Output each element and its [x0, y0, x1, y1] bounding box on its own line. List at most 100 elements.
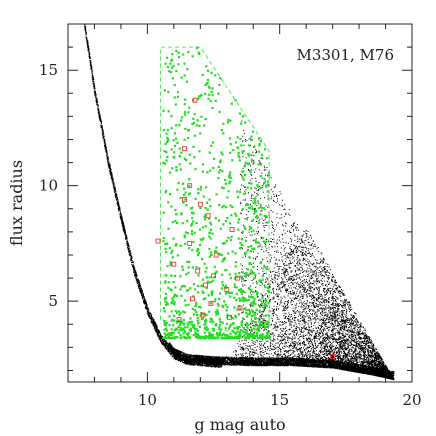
- selected-point: [183, 62, 186, 65]
- selected-point: [172, 139, 175, 142]
- selected-point: [267, 314, 270, 317]
- selected-point: [260, 156, 263, 159]
- selected-point: [165, 334, 168, 337]
- selected-point: [257, 163, 260, 166]
- selected-point: [199, 188, 202, 191]
- selected-point: [242, 296, 245, 299]
- selected-point: [164, 191, 167, 194]
- selected-point: [266, 268, 269, 271]
- selected-point: [183, 236, 186, 239]
- selected-point: [239, 241, 242, 244]
- selected-point: [240, 323, 243, 326]
- selected-point: [187, 332, 190, 335]
- selected-point: [233, 327, 236, 330]
- selected-point: [217, 337, 220, 340]
- selected-point: [238, 289, 241, 292]
- selected-point: [232, 337, 235, 340]
- selected-point: [188, 193, 191, 196]
- selected-point: [238, 159, 241, 162]
- selected-point: [178, 154, 181, 158]
- selected-point: [171, 167, 174, 170]
- selected-point: [204, 225, 207, 228]
- selected-point: [222, 122, 225, 125]
- selected-point: [235, 261, 238, 264]
- selected-point: [254, 316, 257, 319]
- selected-point: [188, 178, 191, 181]
- selected-point: [253, 302, 256, 305]
- selected-point: [209, 335, 213, 338]
- selected-point: [173, 96, 176, 99]
- selected-point: [192, 220, 195, 223]
- selected-point: [179, 196, 182, 199]
- selected-point: [165, 159, 168, 162]
- selected-point: [200, 257, 204, 261]
- selected-point: [224, 337, 227, 340]
- selected-point: [174, 244, 177, 247]
- selected-point: [238, 247, 242, 250]
- selected-point: [195, 333, 198, 336]
- selected-point: [264, 240, 268, 243]
- selected-point: [189, 329, 192, 332]
- selected-point: [179, 275, 182, 278]
- selected-point: [171, 220, 174, 224]
- selected-point: [206, 78, 209, 82]
- selected-point: [258, 320, 261, 323]
- selected-point: [194, 305, 197, 308]
- selected-point: [183, 110, 187, 114]
- selected-point: [209, 205, 212, 208]
- selected-point: [264, 215, 267, 218]
- selected-point: [196, 254, 200, 257]
- selected-point: [162, 161, 165, 164]
- selected-point: [197, 305, 200, 309]
- selected-point: [265, 304, 268, 308]
- selected-point: [212, 279, 215, 282]
- selected-point: [184, 191, 187, 194]
- selected-point: [203, 327, 206, 330]
- selected-point: [254, 303, 257, 306]
- selected-point: [211, 232, 214, 235]
- selected-point: [163, 150, 166, 153]
- selected-point: [245, 322, 248, 325]
- selected-point: [175, 169, 178, 172]
- selected-point: [210, 251, 213, 254]
- selected-point: [255, 216, 258, 219]
- selected-point: [255, 308, 258, 311]
- selected-point: [210, 144, 213, 147]
- selected-point: [249, 333, 252, 336]
- selected-point: [180, 285, 183, 288]
- selected-point: [255, 331, 259, 334]
- selected-point: [183, 187, 186, 190]
- selected-point: [229, 336, 232, 340]
- selected-point: [205, 65, 208, 68]
- selected-point: [234, 212, 237, 215]
- selected-point: [214, 217, 217, 220]
- selected-point: [229, 323, 232, 326]
- selected-point: [248, 311, 252, 314]
- selected-point: [259, 280, 262, 283]
- candidate-point: [155, 238, 161, 244]
- selected-point: [163, 310, 166, 313]
- selected-point: [229, 315, 232, 318]
- selected-point: [257, 221, 260, 224]
- selected-point: [231, 250, 234, 253]
- selected-point: [238, 299, 242, 302]
- selected-point: [217, 333, 220, 336]
- selected-point: [258, 305, 261, 308]
- selected-point: [267, 180, 270, 183]
- selected-point: [208, 235, 211, 238]
- selected-point: [166, 333, 169, 336]
- selected-point: [198, 150, 201, 153]
- selected-point: [262, 207, 266, 210]
- selected-point: [263, 177, 266, 181]
- selected-point: [176, 254, 179, 257]
- selected-point: [263, 304, 266, 307]
- selected-point: [169, 261, 172, 264]
- selected-point: [184, 242, 187, 245]
- selected-point: [188, 329, 191, 332]
- selected-point: [180, 213, 183, 216]
- selected-point: [223, 257, 227, 260]
- selected-point: [267, 301, 270, 304]
- selected-point: [243, 121, 247, 124]
- selected-point: [263, 265, 266, 268]
